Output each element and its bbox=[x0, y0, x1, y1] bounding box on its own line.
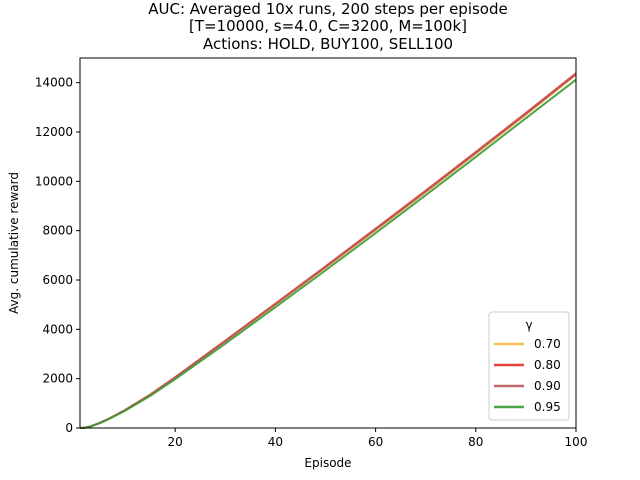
y-tick-label: 12000 bbox=[35, 125, 73, 139]
y-tick-label: 0 bbox=[65, 421, 73, 435]
y-tick-label: 8000 bbox=[42, 224, 73, 238]
y-tick-label: 6000 bbox=[42, 273, 73, 287]
x-axis-label: Episode bbox=[304, 456, 351, 470]
title-line-3: Actions: HOLD, BUY100, SELL100 bbox=[203, 35, 453, 53]
legend-title: γ bbox=[525, 318, 532, 332]
series-line-0.95 bbox=[79, 78, 577, 429]
legend-label: 0.90 bbox=[534, 379, 561, 393]
x-tick-label: 100 bbox=[565, 435, 588, 449]
legend-label: 0.70 bbox=[534, 337, 561, 351]
y-tick-label: 14000 bbox=[35, 76, 73, 90]
x-tick-label: 60 bbox=[368, 435, 383, 449]
y-tick-label: 2000 bbox=[42, 372, 73, 386]
title-line-2: [T=10000, s=4.0, C=3200, M=100k] bbox=[189, 17, 467, 35]
y-tick-label: 10000 bbox=[35, 174, 73, 188]
x-tick-label: 40 bbox=[268, 435, 283, 449]
legend: γ 0.70 0.80 0.90 0.95 bbox=[488, 311, 570, 421]
x-axis: 20 40 60 80 100 bbox=[168, 428, 588, 449]
plot-frame bbox=[79, 57, 577, 429]
y-axis: 0 2000 4000 6000 8000 10000 12000 14000 bbox=[35, 76, 80, 435]
legend-box bbox=[488, 311, 570, 421]
legend-label: 0.95 bbox=[534, 400, 561, 414]
title-line-1: AUC: Averaged 10x runs, 200 steps per ep… bbox=[148, 0, 507, 18]
y-tick-label: 4000 bbox=[42, 322, 73, 336]
x-tick-label: 20 bbox=[168, 435, 183, 449]
y-axis-label: Avg. cumulative reward bbox=[7, 172, 21, 314]
legend-label: 0.80 bbox=[534, 358, 561, 372]
chart-title: AUC: Averaged 10x runs, 200 steps per ep… bbox=[148, 0, 507, 53]
plot-lines bbox=[79, 72, 577, 429]
x-tick-label: 80 bbox=[468, 435, 483, 449]
